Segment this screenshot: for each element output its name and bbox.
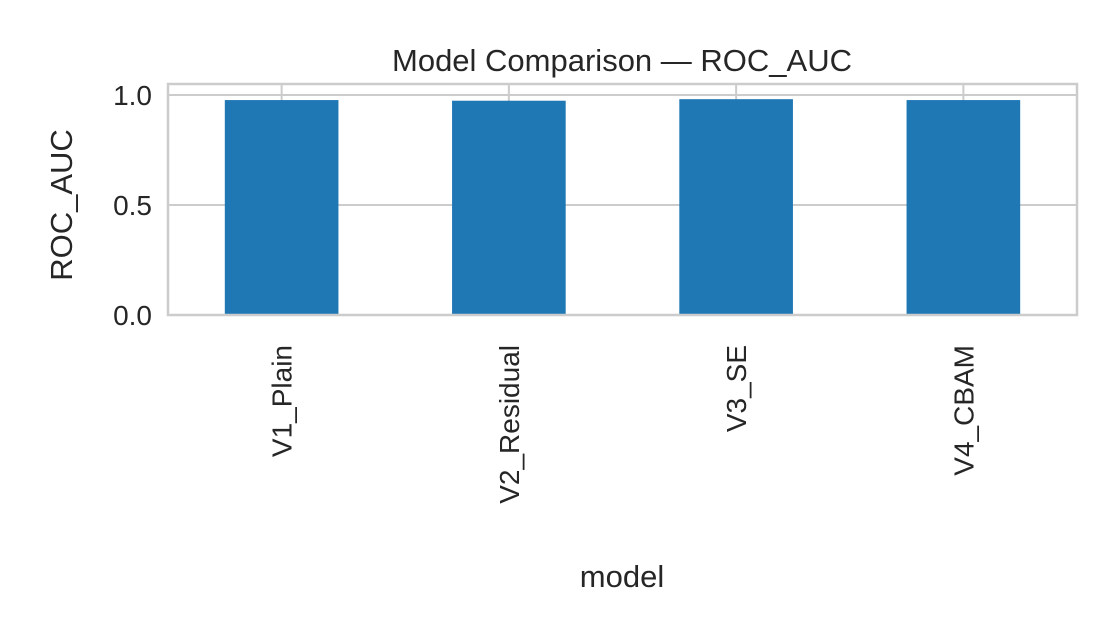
x-tick-labels: V1_Plain V2_Residual V3_SE V4_CBAM xyxy=(267,345,980,504)
x-tick-label: V1_Plain xyxy=(267,345,298,457)
y-tick-label: 0.0 xyxy=(113,300,152,331)
plot-frame xyxy=(166,82,1079,317)
bar-v2-residual xyxy=(452,100,566,315)
bar-v3-se xyxy=(679,99,793,316)
bar-v1-plain xyxy=(224,100,339,315)
y-tick-label: 1.0 xyxy=(113,80,152,111)
x-tick-label: V4_CBAM xyxy=(948,345,979,476)
x-tick-label: V2_Residual xyxy=(494,345,525,504)
x-axis-label: model xyxy=(580,559,664,594)
bar-v4-cbam xyxy=(906,100,1021,315)
y-tick-label: 0.5 xyxy=(113,190,152,221)
y-tick-labels: 0.0 0.5 1.0 xyxy=(113,80,152,331)
x-tick-label: V3_SE xyxy=(721,345,752,432)
y-axis-label: ROC_AUC xyxy=(44,129,79,281)
bars xyxy=(224,99,1021,316)
chart-title: Model Comparison — ROC_AUC xyxy=(392,43,852,78)
